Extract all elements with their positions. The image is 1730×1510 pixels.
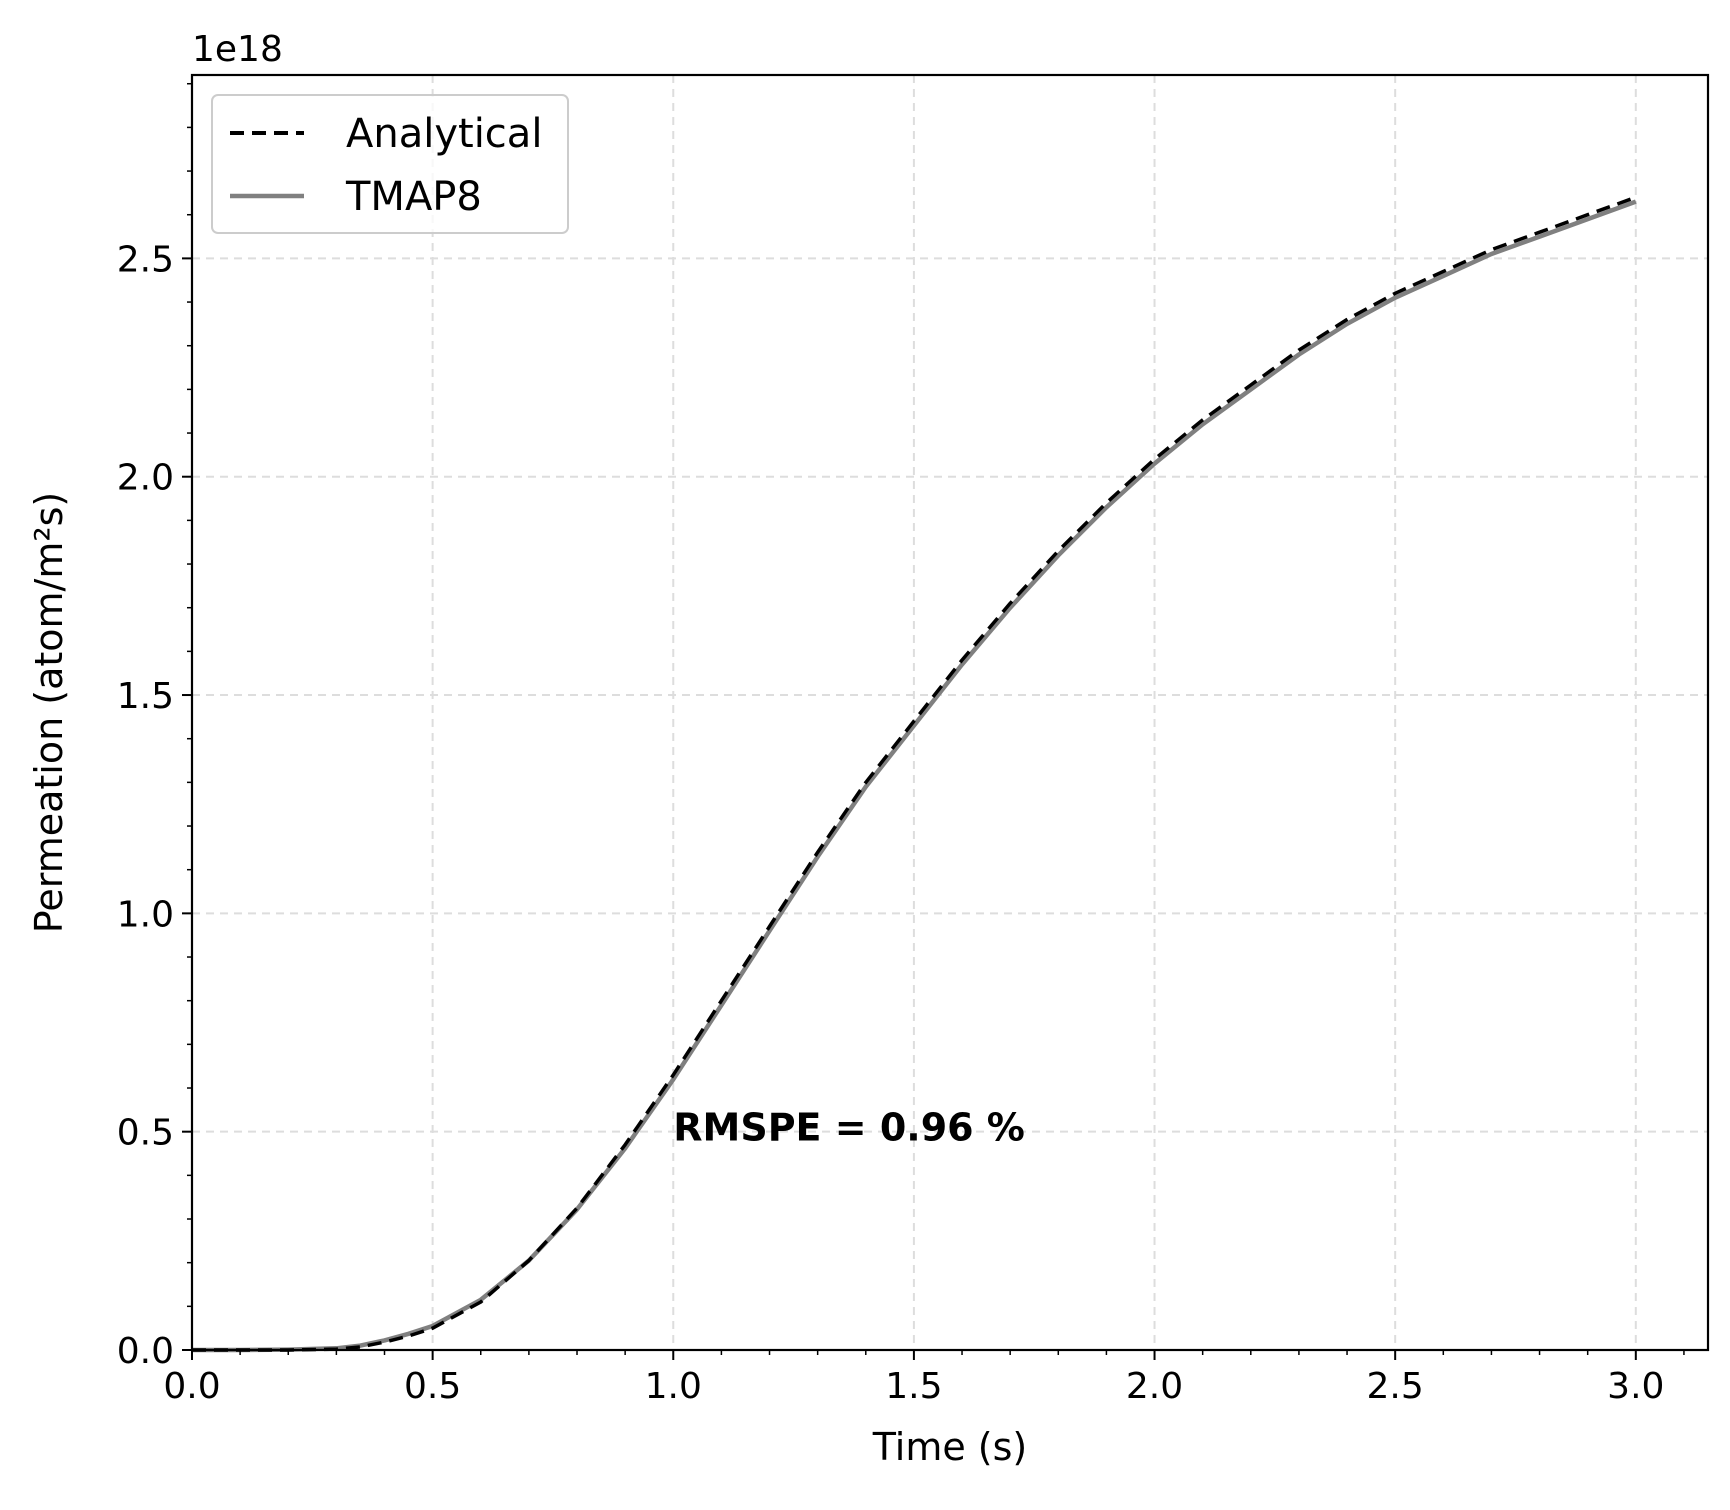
x-tick-label-6: 3.0 — [1607, 1366, 1664, 1407]
axis-ticks: 0.0 0.5 1.0 1.5 2.0 2.5 3.0 0.0 0.5 1.0 1.5 2.0 2.5 — [117, 82, 1685, 1407]
series-line-analytical — [192, 195, 1637, 1352]
y-tick-label-2: 1.0 — [117, 894, 174, 935]
x-tick-label-5: 2.5 — [1367, 1366, 1424, 1407]
grid-lines — [192, 75, 1708, 1350]
legend-box — [211, 94, 569, 234]
y-offset-label: 1e18 — [192, 29, 283, 70]
x-tick-label-2: 1.0 — [645, 1366, 702, 1407]
y-tick-label-0: 0.0 — [117, 1331, 174, 1372]
series-line-tmap8 — [192, 199, 1637, 1353]
y-tick-label-3: 1.5 — [117, 676, 174, 717]
legend-analytical-label: Analytical — [346, 111, 542, 157]
x-tick-label-1: 0.5 — [404, 1366, 461, 1407]
y-tick-label-5: 2.5 — [117, 239, 174, 280]
legend: Analytical TMAP8 — [211, 94, 569, 234]
y-tick-label-1: 0.5 — [117, 1113, 174, 1154]
x-tick-label-0: 0.0 — [163, 1366, 220, 1407]
y-tick-label-4: 2.0 — [117, 458, 174, 499]
plot-frame — [190, 73, 1710, 1352]
x-axis-label: Time (s) — [872, 1425, 1028, 1469]
legend-tmap8-label: TMAP8 — [345, 174, 482, 220]
x-tick-label-4: 2.0 — [1126, 1366, 1183, 1407]
y-axis-label: Permeation (atom/m²s) — [27, 492, 71, 933]
series-lines — [192, 195, 1637, 1353]
rmspe-annotation: RMSPE = 0.96 % — [673, 1105, 1025, 1149]
x-tick-label-3: 1.5 — [885, 1366, 942, 1407]
